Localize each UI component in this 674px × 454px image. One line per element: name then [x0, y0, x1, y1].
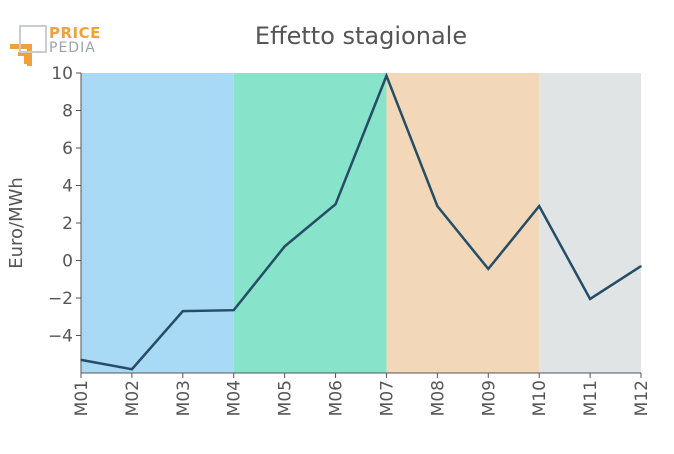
pricepedia-logo-mark [10, 25, 47, 66]
logo-text-price: PRICE [49, 24, 101, 42]
data-point [80, 359, 82, 361]
data-point [538, 205, 540, 207]
y-tick-label: −2 [48, 289, 73, 309]
x-tick-label: M11 [581, 380, 601, 416]
x-tick-label: M03 [174, 380, 194, 416]
x-tick-label: M09 [479, 380, 499, 416]
x-tick-label: M10 [530, 380, 550, 416]
y-tick-label: 6 [62, 139, 73, 159]
x-tick-label: M04 [225, 380, 245, 416]
season-band-2 [233, 73, 387, 373]
season-band-4 [539, 73, 641, 373]
logo-text-pedia: PEDIA [49, 40, 96, 56]
x-tick-label: M12 [632, 380, 652, 416]
data-point [487, 268, 490, 270]
y-tick-label: 8 [62, 102, 73, 122]
y-tick-label: −4 [48, 327, 73, 347]
x-tick-label: M08 [428, 380, 448, 416]
series-line [80, 72, 642, 371]
data-point [334, 203, 337, 206]
y-tick-label: 10 [51, 64, 73, 84]
data-point [436, 205, 439, 207]
y-tick-label: 0 [62, 252, 73, 272]
data-point [589, 298, 591, 300]
data-point [232, 309, 235, 311]
season-band-3 [386, 73, 540, 373]
x-tick-label: M01 [72, 380, 92, 416]
y-tick-label: 4 [62, 177, 73, 197]
data-point [385, 75, 388, 77]
data-point [182, 310, 184, 312]
data-point [640, 265, 642, 267]
y-tick-label: 2 [62, 214, 73, 234]
chart-title: Effetto stagionale [255, 22, 467, 50]
y-axis-label: Euro/MWh [6, 177, 27, 269]
x-tick-label: M02 [123, 380, 143, 416]
x-tick-label: M07 [377, 380, 397, 416]
x-tick-label: M06 [327, 380, 347, 416]
data-point [283, 245, 286, 248]
x-tick-label: M05 [276, 380, 296, 416]
pricepedia-logo: PRICE PEDIA [8, 24, 108, 68]
season-band-1 [81, 73, 234, 373]
data-point [131, 368, 133, 371]
